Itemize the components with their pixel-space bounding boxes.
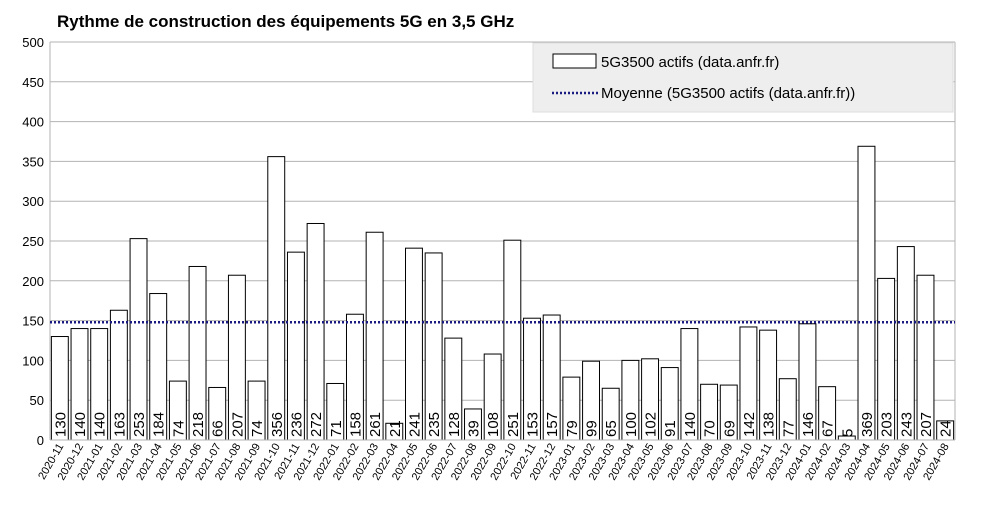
data-label: 99 — [584, 420, 601, 437]
data-label: 218 — [190, 412, 207, 437]
bar — [503, 239, 522, 441]
bar — [405, 247, 423, 441]
bar — [365, 231, 384, 441]
y-tick-label: 400 — [22, 115, 44, 130]
y-tick-label: 350 — [22, 154, 44, 169]
bar — [129, 238, 148, 441]
y-tick-label: 450 — [22, 75, 44, 90]
data-label: 158 — [347, 412, 364, 437]
data-label: 100 — [623, 412, 640, 437]
y-tick-label: 500 — [22, 35, 44, 50]
data-label: 39 — [465, 420, 482, 437]
legend-mean-label: Moyenne (5G3500 actifs (data.anfr.fr)) — [601, 85, 855, 102]
data-label: 70 — [702, 420, 719, 437]
data-label: 5 — [839, 429, 856, 437]
data-label: 207 — [229, 412, 246, 437]
data-label: 236 — [288, 412, 305, 437]
data-label: 356 — [269, 412, 286, 437]
bar — [306, 222, 325, 441]
bar — [267, 156, 286, 441]
legend-box — [532, 42, 954, 113]
legend-bar-label: 5G3500 actifs (data.anfr.fr) — [601, 54, 779, 71]
data-label: 140 — [682, 412, 699, 437]
y-tick-label: 200 — [22, 274, 44, 289]
data-label: 21 — [387, 420, 404, 437]
data-label: 66 — [210, 420, 227, 437]
y-tick-label: 150 — [22, 314, 44, 329]
data-label: 24 — [938, 420, 955, 437]
bar — [286, 251, 305, 441]
legend-bar-swatch — [552, 53, 597, 69]
data-label: 203 — [879, 412, 896, 437]
data-label: 74 — [249, 420, 266, 437]
data-label: 102 — [643, 412, 660, 437]
data-label: 79 — [564, 420, 581, 437]
data-label: 67 — [820, 420, 837, 437]
bar — [424, 252, 443, 441]
data-label: 253 — [131, 412, 148, 437]
legend: 5G3500 actifs (data.anfr.fr) Moyenne (5G… — [532, 42, 954, 113]
data-label: 163 — [111, 412, 128, 437]
data-label: 74 — [170, 420, 187, 437]
chart-title: Rythme de construction des équipements 5… — [57, 12, 514, 31]
data-label: 153 — [525, 412, 542, 437]
data-label: 142 — [741, 412, 758, 437]
data-label: 184 — [151, 412, 168, 437]
y-tick-label: 50 — [30, 393, 44, 408]
bars: 130 140 140 163 253 184 74 218 66 207 74 356 236 272 7… — [50, 145, 955, 441]
data-label: 138 — [761, 412, 778, 437]
y-tick-label: 0 — [37, 433, 44, 448]
data-label: 207 — [918, 412, 935, 437]
y-tick-label: 250 — [22, 234, 44, 249]
data-label: 235 — [426, 412, 443, 437]
data-label: 108 — [485, 412, 502, 437]
y-tick-label: 300 — [22, 194, 44, 209]
y-axis: 0 50 100 150 200 250 300 350 400 450 500 — [22, 35, 44, 448]
data-label: 261 — [367, 412, 384, 437]
data-label: 272 — [308, 412, 325, 437]
data-label: 69 — [721, 420, 738, 437]
data-label: 71 — [328, 420, 345, 437]
data-label: 369 — [859, 412, 876, 437]
y-tick-label: 100 — [22, 353, 44, 368]
data-label: 140 — [92, 412, 109, 437]
data-label: 241 — [406, 412, 423, 437]
data-label: 146 — [800, 412, 817, 437]
data-label: 65 — [603, 420, 620, 437]
data-label: 130 — [52, 412, 69, 437]
bar — [896, 246, 915, 441]
data-label: 128 — [446, 412, 463, 437]
x-axis: 2020-112020-122021-012021-022021-032021-… — [36, 439, 955, 482]
data-label: 157 — [544, 412, 561, 437]
data-label: 243 — [898, 412, 915, 437]
data-label: 77 — [780, 420, 797, 437]
data-label: 91 — [662, 420, 679, 437]
data-label: 251 — [505, 412, 522, 437]
bar — [857, 145, 876, 441]
data-label: 140 — [72, 412, 89, 437]
